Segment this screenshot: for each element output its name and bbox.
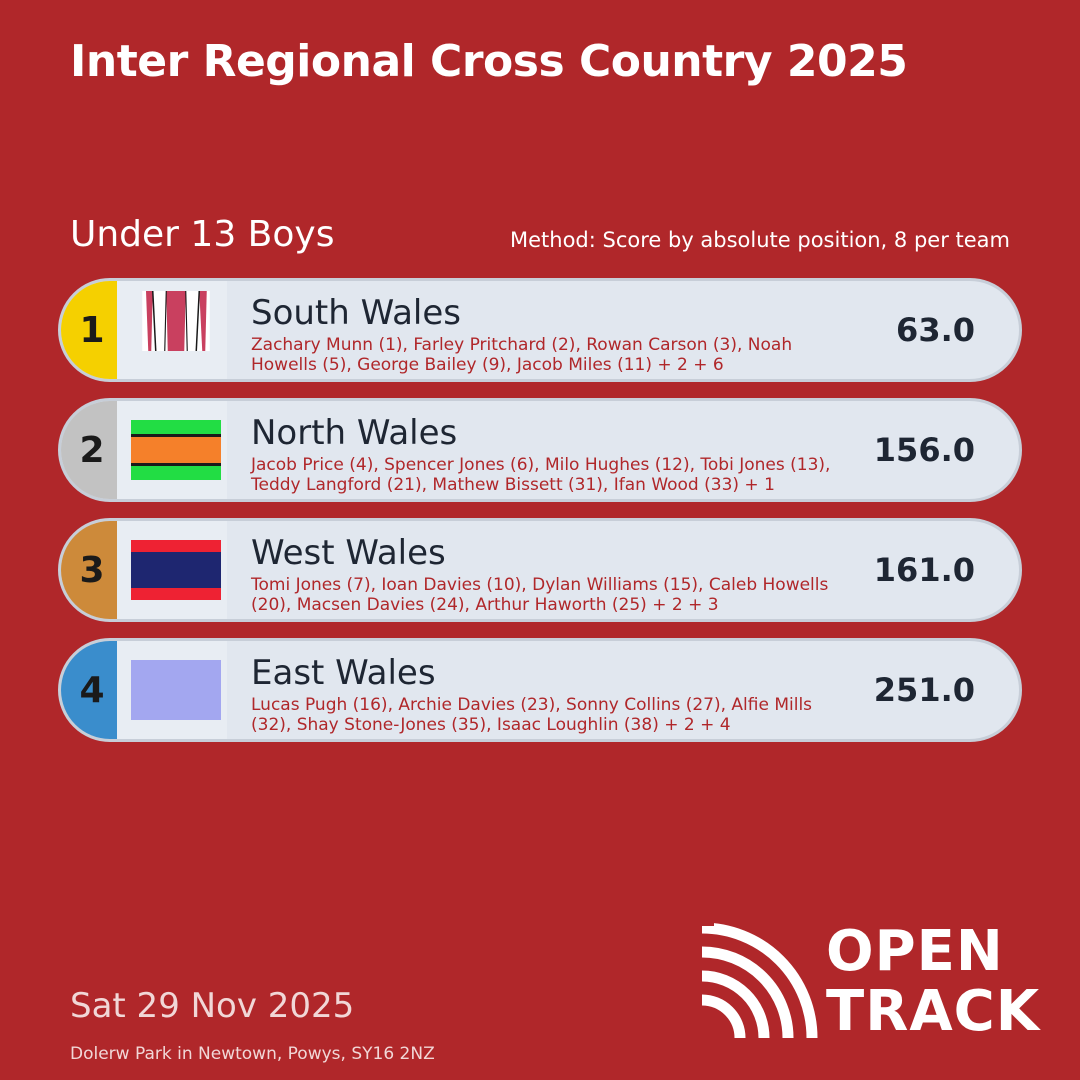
team-name: South Wales (251, 293, 461, 333)
scoring-method: Method: Score by absolute position, 8 pe… (509, 228, 1010, 252)
team-athletes: Jacob Price (4), Spencer Jones (6), Milo… (251, 455, 831, 495)
team-athletes: Zachary Munn (1), Farley Pritchard (2), … (251, 335, 793, 375)
red-navy-flag-icon (131, 540, 221, 600)
event-date: Sat 29 Nov 2025 (70, 986, 355, 1026)
team-name: West Wales (251, 533, 446, 573)
team-row-2: 2 North Wales Jacob Price (4), Spencer J… (58, 398, 1022, 502)
rank-badge: 3 (61, 521, 117, 619)
team-score: 251.0 (873, 671, 975, 709)
team-row-4: 4 East Wales Lucas Pugh (16), Archie Dav… (58, 638, 1022, 742)
event-venue: Dolerw Park in Newtown, Powys, SY16 2NZ (70, 1044, 435, 1064)
category-title: Under 13 Boys (70, 214, 335, 255)
track-arcs-icon (692, 922, 818, 1039)
team-row-1: 1 South Wales Zachary Munn (1), Farley P… (58, 278, 1022, 382)
team-row-3: 3 West Wales Tomi Jones (7), Ioan Davies… (58, 518, 1022, 622)
team-flag-area (117, 521, 227, 619)
team-score: 63.0 (896, 311, 975, 349)
team-flag-area (117, 401, 227, 499)
team-flag-area (117, 281, 227, 379)
team-name: North Wales (251, 413, 458, 453)
logo-wordmark: OPEN TRACK (826, 922, 1040, 1042)
green-orange-flag-icon (131, 420, 221, 480)
team-score: 156.0 (873, 431, 975, 469)
page-title: Inter Regional Cross Country 2025 (70, 36, 908, 87)
team-flag-area (117, 641, 227, 739)
rank-badge: 4 (61, 641, 117, 739)
logo-line-2: TRACK (826, 979, 1041, 1044)
team-name: East Wales (251, 653, 436, 693)
rank-badge: 2 (61, 401, 117, 499)
team-athletes: Lucas Pugh (16), Archie Davies (23), Son… (251, 695, 813, 735)
striped-vest-flag-icon (142, 291, 210, 351)
logo-line-1: OPEN (826, 919, 1004, 984)
opentrack-logo: OPEN TRACK (692, 922, 1052, 1052)
team-athletes: Tomi Jones (7), Ioan Davies (10), Dylan … (251, 575, 829, 615)
rank-badge: 1 (61, 281, 117, 379)
team-score: 161.0 (873, 551, 975, 589)
lavender-flag-icon (131, 660, 221, 720)
